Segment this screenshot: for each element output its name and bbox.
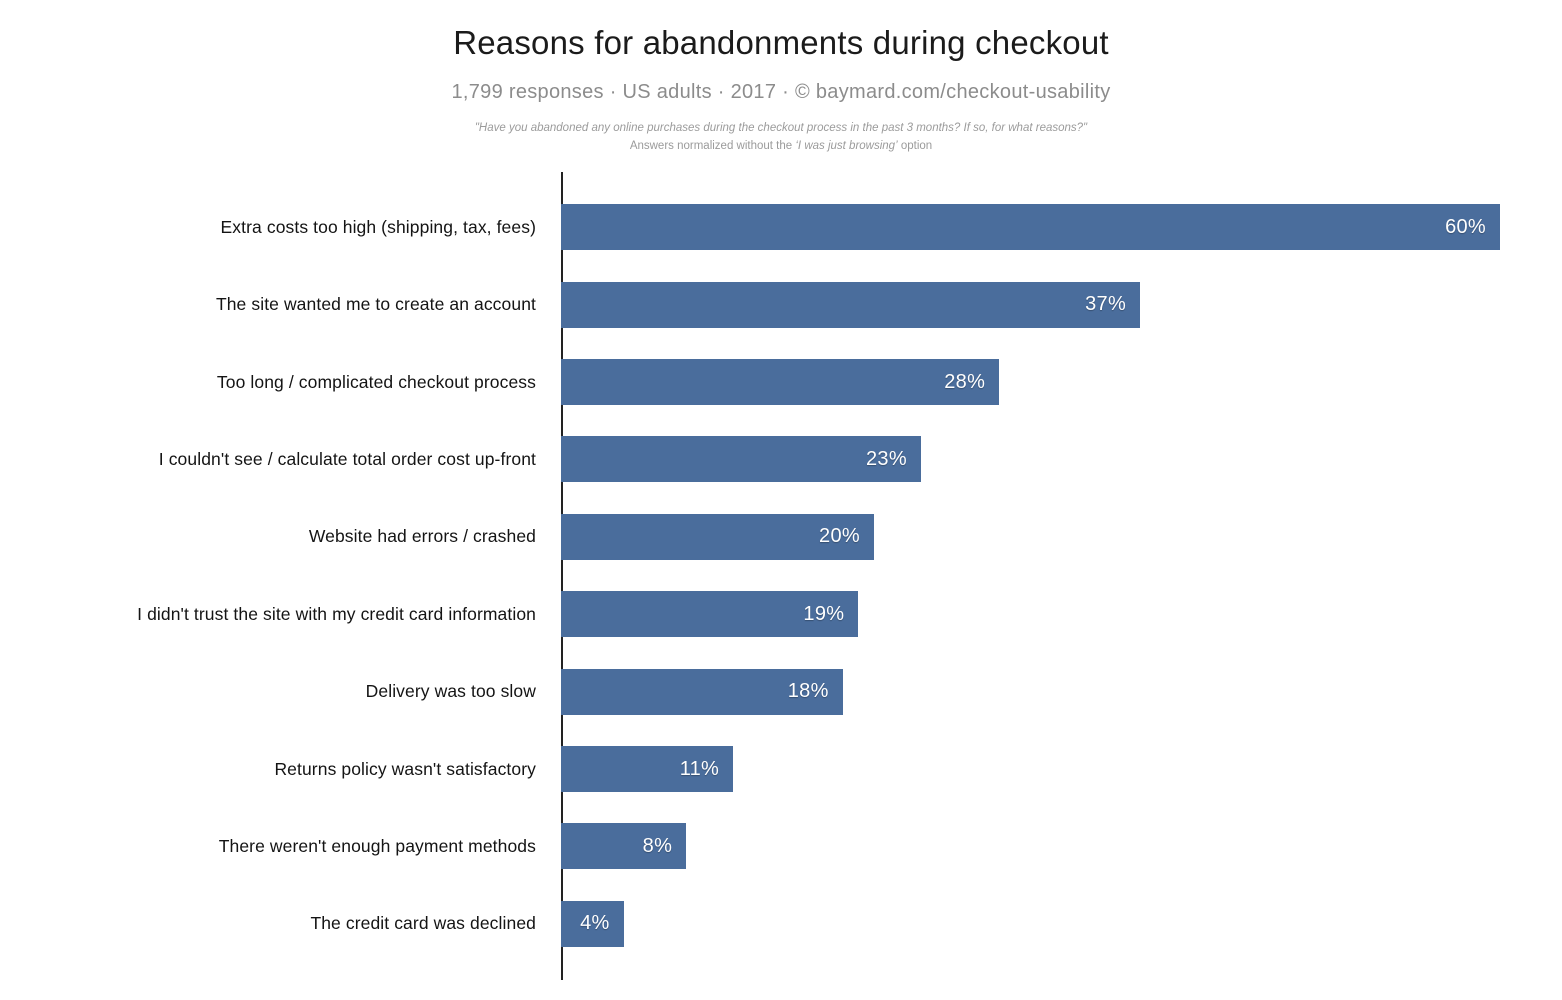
- bar-row: I couldn't see / calculate total order c…: [0, 421, 1500, 498]
- bar-value-label: 4%: [580, 912, 610, 935]
- chart-footnote: "Have you abandoned any online purchases…: [0, 120, 1562, 156]
- bar-value-label: 19%: [803, 602, 845, 625]
- bar-chart: Extra costs too high (shipping, tax, fee…: [0, 171, 1500, 980]
- bar-category-label: There weren't enough payment methods: [218, 835, 536, 856]
- bar-value-label: 23%: [866, 447, 907, 470]
- bar: 19%: [561, 591, 859, 638]
- bar-category-label: Returns policy wasn't satisfactory: [274, 758, 536, 779]
- bar-value-label: 37%: [1085, 293, 1127, 316]
- chart-title: Reasons for abandonments during checkout: [453, 24, 1109, 61]
- bar-category-label: Website had errors / crashed: [308, 526, 536, 547]
- y-axis-line: [561, 171, 563, 980]
- bar-row: There weren't enough payment methods 8%: [0, 808, 1500, 885]
- footnote-note-prefix: Answers normalized without the: [629, 139, 796, 152]
- bar-value-label: 11%: [679, 757, 720, 780]
- bar-row: Delivery was too slow 18%: [0, 653, 1500, 730]
- bar-category-label: I couldn't see / calculate total order c…: [158, 448, 536, 469]
- bar-row: Returns policy wasn't satisfactory 11%: [0, 730, 1500, 807]
- bar: 23%: [561, 436, 921, 483]
- bar-row: The credit card was declined 4%: [0, 885, 1500, 962]
- bar-row: The site wanted me to create an account 3…: [0, 266, 1500, 343]
- bar: 11%: [561, 746, 734, 793]
- bar-category-label: The site wanted me to create an account: [215, 294, 536, 315]
- bar: 60%: [561, 204, 1500, 251]
- bar-value-label: 18%: [787, 680, 829, 703]
- bar-track: 11%: [561, 746, 1500, 793]
- bar-track: 18%: [561, 668, 1500, 715]
- bar-category-label: The credit card was declined: [310, 913, 536, 934]
- chart-header: Reasons for abandonments during checkout…: [0, 0, 1562, 156]
- bar: 20%: [561, 513, 874, 560]
- bar: 4%: [561, 900, 624, 947]
- bar-category-label: I didn't trust the site with my credit c…: [137, 603, 536, 624]
- bar-value-label: 20%: [819, 525, 860, 548]
- bar-value-label: 60%: [1445, 215, 1486, 238]
- bar-track: 60%: [561, 204, 1500, 251]
- bar: 8%: [561, 823, 687, 870]
- bar: 18%: [561, 668, 843, 715]
- bar-category-label: Too long / complicated checkout process: [216, 371, 536, 392]
- bar-track: 8%: [561, 823, 1500, 870]
- bar-row: Website had errors / crashed 20%: [0, 498, 1500, 575]
- bar-row: I didn't trust the site with my credit c…: [0, 576, 1500, 653]
- bar-track: 4%: [561, 900, 1500, 947]
- bar-track: 37%: [561, 281, 1500, 328]
- footnote-note-suffix: option: [897, 139, 933, 152]
- bar-track: 20%: [561, 513, 1500, 560]
- bar-value-label: 8%: [642, 834, 673, 857]
- bar: 28%: [561, 359, 1000, 406]
- chart-subtitle: 1,799 responses · US adults · 2017 · © b…: [451, 81, 1111, 103]
- bar-row: Too long / complicated checkout process 2…: [0, 343, 1500, 420]
- bar-track: 19%: [561, 591, 1500, 638]
- bar-category-label: Extra costs too high (shipping, tax, fee…: [220, 216, 536, 237]
- footnote-note-emphasis: ‘I was just browsing’: [795, 139, 898, 152]
- footnote-normalization-note: Answers normalized without the ‘I was ju…: [0, 138, 1562, 156]
- footnote-survey-question: "Have you abandoned any online purchases…: [474, 122, 1088, 134]
- bar-value-label: 28%: [944, 370, 986, 393]
- bar-track: 23%: [561, 436, 1500, 483]
- bar: 37%: [561, 281, 1141, 328]
- bar-category-label: Delivery was too slow: [365, 681, 536, 702]
- bar-track: 28%: [561, 359, 1500, 406]
- bar-row: Extra costs too high (shipping, tax, fee…: [0, 189, 1500, 266]
